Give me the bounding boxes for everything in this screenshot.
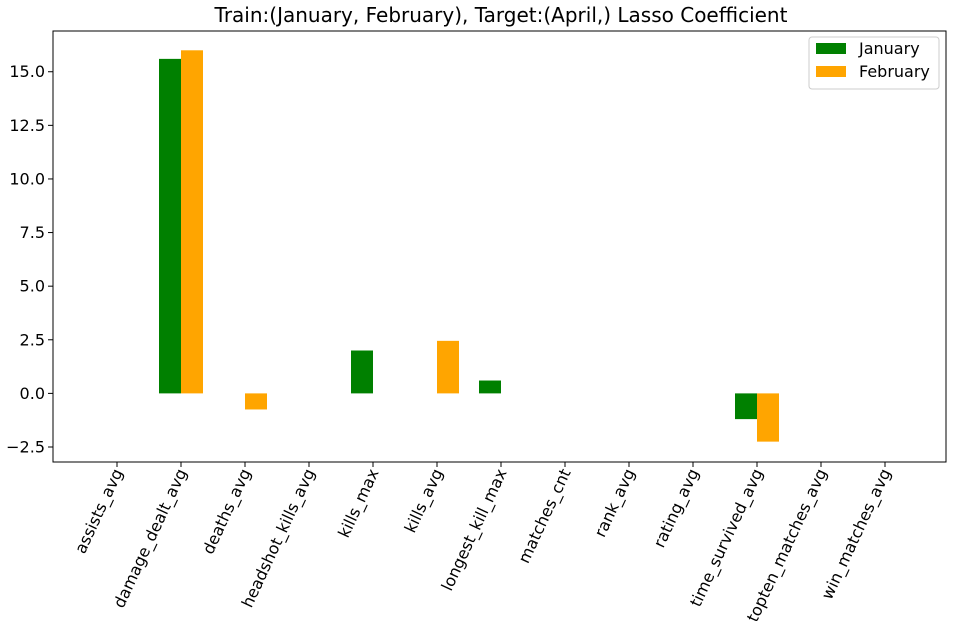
legend: January February	[808, 36, 940, 90]
x-tick-label: kills_max	[334, 466, 383, 541]
legend-label-january: January	[858, 39, 920, 58]
x-tick-label: rank_avg	[590, 466, 639, 541]
x-tick-label: longest_kill_max	[437, 466, 511, 594]
x-tick-label: assists_avg	[71, 466, 128, 557]
bar-february-damage-dealt-avg	[181, 50, 203, 394]
x-tick-label: rating_avg	[650, 466, 704, 551]
x-tick-label: matches_cnt	[514, 466, 575, 567]
bar-january-time-survived-avg	[735, 393, 757, 420]
bar-january-damage-dealt-avg	[159, 58, 181, 394]
y-axis: −2.5 0.0 2.5 5.0 7.5 10.0 12.5 15.0	[6, 62, 53, 456]
legend-swatch-february	[816, 66, 846, 77]
x-tick-label: deaths_avg	[199, 466, 256, 558]
y-tick-label: 12.5	[9, 116, 45, 135]
x-tick-label: win_matches_avg	[817, 466, 895, 603]
bar-february-time-survived-avg	[757, 393, 779, 442]
bar-february-kills-avg	[437, 340, 459, 394]
y-tick-label: 0.0	[20, 384, 45, 403]
y-tick-label: 2.5	[20, 330, 45, 349]
x-tick-label: headshot_kills_avg	[238, 466, 320, 611]
y-tick-label: 7.5	[20, 223, 45, 242]
plot-frame	[52, 30, 947, 463]
y-tick-label: −2.5	[6, 437, 45, 456]
bars-group	[159, 50, 779, 442]
bar-february-deaths-avg	[245, 393, 267, 410]
y-tick-label: 5.0	[20, 277, 45, 296]
y-tick-label: 10.0	[9, 169, 45, 188]
y-tick-label: 15.0	[9, 62, 45, 81]
x-tick-label: kills_avg	[401, 466, 448, 536]
legend-swatch-january	[816, 43, 846, 54]
x-tick-label: damage_dealt_avg	[109, 466, 191, 612]
chart-title: Train:(January, February), Target:(April…	[214, 3, 788, 27]
legend-label-february: February	[859, 62, 930, 81]
bar-january-longest-kill-max	[479, 380, 501, 394]
bar-january-kills-max	[351, 350, 373, 394]
